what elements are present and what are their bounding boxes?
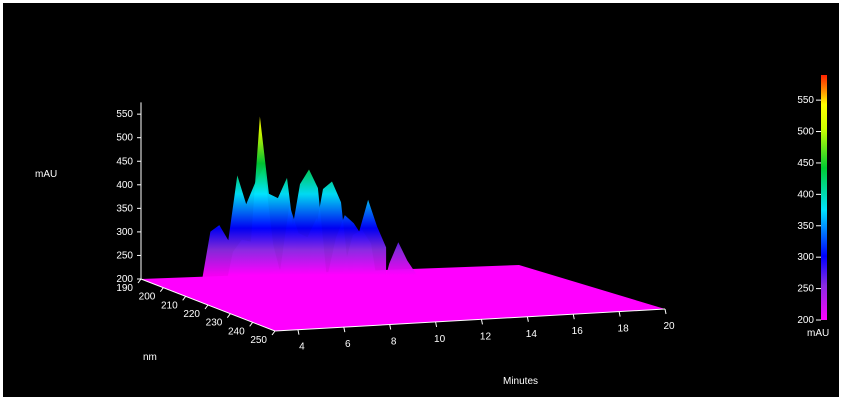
minutes-tick-mark (618, 311, 621, 317)
minutes-tick-mark (526, 316, 529, 322)
minutes-tick-label: 18 (618, 324, 630, 335)
minutes-tick-mark (297, 329, 300, 335)
axes: 2002503003504004505005501902002102202302… (116, 102, 675, 353)
z-tick-label: 500 (116, 133, 133, 144)
minutes-tick-mark (480, 319, 483, 325)
colorbar-gradient (821, 75, 827, 320)
nm-tick-mark (226, 313, 231, 318)
z-tick-label: 350 (116, 203, 133, 214)
minutes-tick-label: 14 (526, 329, 538, 340)
surface-chart: 2002503003504004505005501902002102202302… (35, 75, 829, 387)
nm-tick-label: 220 (183, 309, 200, 320)
minutes-tick-label: 4 (299, 342, 305, 353)
minutes-tick-mark (343, 327, 346, 333)
nm-tick-mark (249, 322, 254, 327)
colorbar-tick-label: 550 (797, 95, 814, 106)
nm-tick-mark (182, 296, 187, 301)
z-tick-label: 400 (116, 180, 133, 191)
colorbar-tick-label: 450 (797, 158, 814, 169)
minutes-tick-mark (389, 324, 392, 330)
z-tick-label: 200 (116, 274, 133, 285)
colorbar-tick-label: 300 (797, 252, 814, 263)
surface-ridges (201, 116, 417, 311)
minutes-tick-mark (435, 321, 438, 328)
minutes-tick-label: 16 (572, 326, 584, 337)
minutes-tick-mark (664, 308, 667, 315)
nm-tick-label: 210 (161, 300, 178, 311)
colorbar: 200 250 300 350 400 450 500 550 mAU (797, 75, 829, 339)
z-tick-label: 450 (116, 156, 133, 167)
plot-frame: 200 250 300 350 400 450 500 550 190 200 210 220 230 2… (3, 3, 839, 397)
z-tick-label: 300 (116, 227, 133, 238)
minutes-tick-label: 10 (434, 334, 446, 345)
x-axis-label: Minutes (503, 376, 538, 387)
nm-tick-mark (204, 304, 209, 310)
nm-tick-label: 230 (206, 318, 223, 329)
minutes-tick-label: 20 (663, 321, 675, 332)
colorbar-ticks: 200 250 300 350 400 450 500 550 (797, 95, 821, 326)
surface-ridge (253, 205, 417, 311)
nm-tick-label: 200 (139, 292, 156, 303)
z-tick-label: 550 (116, 109, 133, 120)
colorbar-tick-label: 350 (797, 221, 814, 232)
minutes-tick-mark (572, 314, 575, 320)
nm-tick-label: 240 (228, 326, 245, 337)
z-axis-label: mAU (35, 169, 57, 180)
colorbar-tick-label: 400 (797, 189, 814, 200)
nm-tick-label: 190 (116, 283, 133, 294)
nm-tick-mark (159, 287, 164, 292)
y-axis-label: nm (143, 352, 157, 363)
colorbar-label: mAU (807, 328, 829, 339)
colorbar-tick-label: 200 (797, 315, 814, 326)
minutes-axis-line (274, 308, 666, 332)
z-tick-label: 250 (116, 250, 133, 261)
minutes-tick-label: 8 (391, 337, 397, 348)
minutes-tick-label: 6 (345, 339, 351, 350)
nm-tick-label: 250 (250, 335, 267, 346)
colorbar-tick-label: 500 (797, 127, 814, 138)
nm-tick-mark (271, 330, 276, 336)
colorbar-tick-label: 250 (797, 284, 814, 295)
surface-ridge (223, 116, 387, 300)
nm-tick-mark (137, 278, 142, 284)
minutes-tick-label: 12 (480, 331, 492, 342)
